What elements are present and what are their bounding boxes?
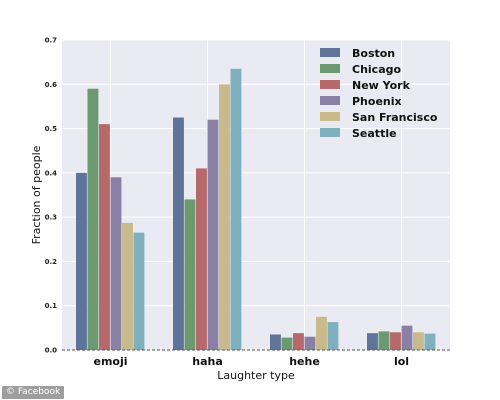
bar: [219, 84, 230, 351]
bar: [390, 332, 401, 350]
y-tick-label: 0.7: [45, 37, 58, 45]
legend-label: San Francisco: [352, 111, 438, 124]
bar: [207, 119, 219, 350]
y-tick-label: 0.0: [45, 347, 58, 355]
x-tick-label: emoji: [93, 355, 127, 368]
y-axis-label: Fraction of people: [30, 145, 43, 244]
x-tick-label: haha: [192, 355, 223, 368]
legend-swatch: [320, 112, 340, 121]
bar: [99, 124, 110, 351]
y-tick-label: 0.2: [45, 258, 58, 266]
bar: [230, 68, 242, 351]
bar: [133, 232, 145, 350]
legend-swatch: [320, 96, 340, 105]
bar: [270, 334, 281, 350]
bar: [196, 168, 207, 350]
y-tick-label: 0.3: [45, 214, 58, 222]
bar: [413, 332, 424, 350]
legend-label: Seattle: [352, 127, 397, 140]
legend-swatch: [320, 128, 340, 137]
y-tick-label: 0.5: [45, 125, 58, 133]
legend-label: New York: [352, 79, 411, 92]
bar: [110, 177, 122, 350]
bar: [87, 88, 99, 350]
bar: [316, 316, 327, 350]
image-credit: © Facebook: [2, 386, 65, 399]
y-tick-labels: 0.0 0.1 0.2 0.3 0.4 0.5 0.6 0.7: [45, 37, 58, 355]
bar: [184, 199, 196, 350]
bar: [281, 337, 293, 350]
legend-swatch: [320, 80, 340, 89]
bar: [293, 333, 304, 350]
bar: [378, 331, 390, 350]
y-tick-label: 0.6: [45, 81, 58, 89]
bar: [122, 222, 133, 350]
legend: Boston Chicago New York Phoenix San Francisc…: [320, 47, 438, 140]
legend-swatch: [320, 48, 340, 57]
bar: [304, 336, 316, 350]
bar: [401, 325, 413, 350]
bar: [173, 117, 184, 350]
legend-label: Boston: [352, 47, 395, 60]
x-axis-label: Laughter type: [217, 369, 295, 382]
legend-swatch: [320, 64, 340, 73]
bar: [367, 333, 378, 350]
y-tick-label: 0.4: [45, 169, 58, 177]
bar: [327, 322, 339, 350]
x-tick-labels: emoji haha hehe lol: [93, 355, 409, 368]
legend-label: Phoenix: [352, 95, 402, 108]
bar-series: [76, 68, 436, 351]
y-tick-label: 0.1: [45, 302, 58, 310]
legend-label: Chicago: [352, 63, 401, 76]
bar: [424, 333, 436, 350]
x-tick-label: hehe: [289, 355, 320, 368]
bar: [76, 172, 87, 350]
x-tick-label: lol: [394, 355, 409, 368]
